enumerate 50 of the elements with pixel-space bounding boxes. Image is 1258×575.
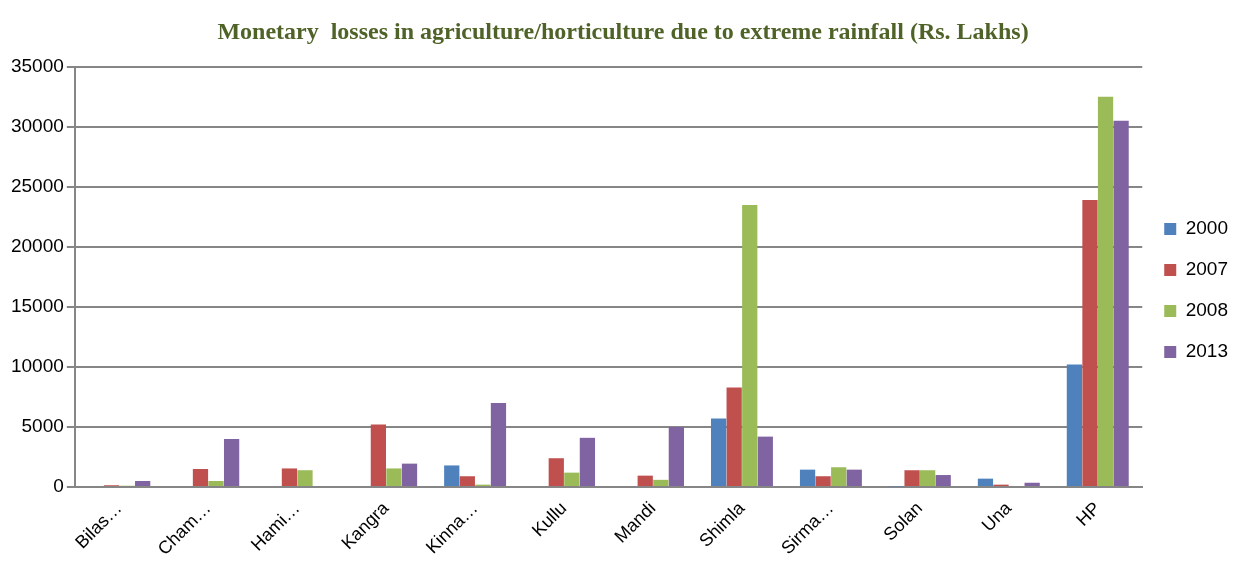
bar bbox=[1113, 120, 1129, 487]
x-tick-label: Una bbox=[977, 497, 1016, 536]
bar bbox=[459, 476, 475, 487]
bar bbox=[490, 403, 507, 487]
bar bbox=[726, 387, 742, 487]
bar bbox=[208, 481, 224, 487]
bar bbox=[904, 470, 920, 487]
bar bbox=[831, 467, 847, 487]
bar bbox=[223, 439, 240, 487]
bar bbox=[192, 469, 209, 487]
bar bbox=[401, 463, 418, 487]
bar bbox=[579, 437, 596, 487]
bar bbox=[815, 476, 831, 487]
legend-label: 2000 bbox=[1185, 217, 1229, 239]
bar bbox=[757, 436, 773, 487]
bar bbox=[637, 475, 653, 487]
bar bbox=[799, 469, 816, 487]
y-tick-label: 15000 bbox=[10, 295, 64, 317]
bar bbox=[548, 458, 564, 487]
bar bbox=[564, 472, 580, 487]
bar bbox=[935, 475, 951, 487]
legend-label: 2008 bbox=[1185, 299, 1229, 321]
bar bbox=[846, 469, 862, 487]
chart-title: Monetary losses in agriculture/horticulture due to extreme rainfall (Rs. Lakhs) bbox=[217, 17, 1029, 44]
x-tick-label: HP bbox=[1072, 497, 1105, 530]
bar bbox=[297, 470, 313, 487]
bar bbox=[742, 204, 758, 487]
bar bbox=[1066, 364, 1083, 487]
y-tick-label: 30000 bbox=[10, 115, 64, 137]
y-tick-label: 20000 bbox=[10, 235, 64, 257]
bar bbox=[977, 478, 994, 487]
bar bbox=[135, 481, 151, 487]
bar bbox=[1024, 482, 1040, 487]
bar bbox=[444, 465, 460, 487]
bar bbox=[386, 468, 402, 487]
y-tick-label: 5000 bbox=[21, 415, 64, 437]
bar bbox=[653, 479, 669, 487]
bar bbox=[281, 468, 298, 487]
bar bbox=[1097, 96, 1114, 487]
y-tick-label: 25000 bbox=[10, 175, 64, 197]
y-tick-label: 10000 bbox=[10, 355, 64, 377]
bar bbox=[370, 424, 386, 487]
bar bbox=[920, 470, 936, 487]
y-tick-label: 0 bbox=[53, 475, 64, 497]
legend-label: 2007 bbox=[1185, 258, 1229, 280]
legend-label: 2013 bbox=[1185, 340, 1229, 362]
bar bbox=[710, 418, 727, 487]
bar bbox=[668, 427, 684, 487]
bar bbox=[1082, 200, 1098, 487]
y-tick-label: 35000 bbox=[10, 55, 64, 77]
